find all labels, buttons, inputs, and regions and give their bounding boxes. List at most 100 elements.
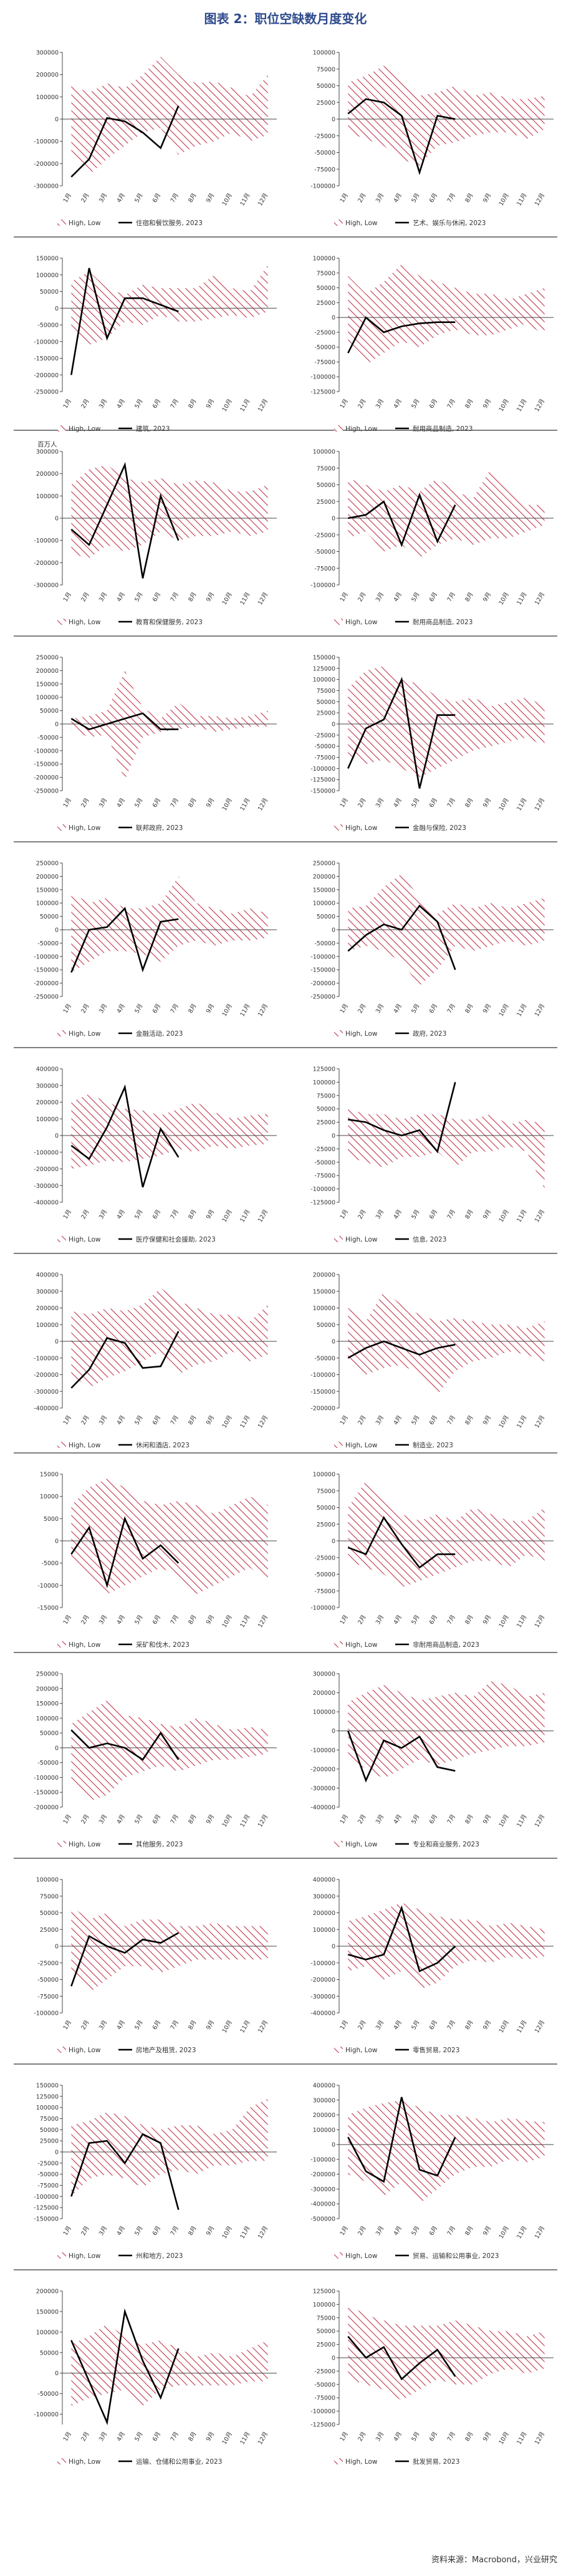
- x-tick-label: 8月: [464, 1614, 474, 1626]
- y-tick-label: -300000: [34, 1389, 59, 1396]
- y-tick-label: -500000: [310, 2216, 335, 2223]
- legend-band-swatch: [57, 2458, 66, 2464]
- x-tick-label: 11月: [516, 591, 528, 606]
- x-tick-label: 8月: [464, 797, 474, 809]
- high-low-band: [71, 264, 268, 345]
- series-line: [70, 105, 180, 178]
- legend-band-swatch: [57, 1030, 66, 1036]
- y-tick-label: -25000: [314, 732, 335, 739]
- x-tick-label: 8月: [187, 2019, 198, 2031]
- high-low-band: [71, 876, 268, 973]
- y-tick-label: 15000: [40, 1472, 59, 1479]
- legend-series-label: 零售贸易, 2023: [413, 2046, 459, 2054]
- x-tick-label: 11月: [239, 2225, 251, 2240]
- x-tick-label: 1月: [339, 1813, 350, 1825]
- x-tick-label: 3月: [98, 1003, 108, 1015]
- x-tick-label: 10月: [221, 1208, 234, 1223]
- y-tick-label: -250000: [310, 994, 335, 1001]
- x-tick-label: 11月: [516, 1614, 528, 1629]
- x-tick-label: 9月: [205, 1414, 216, 1426]
- x-tick-label: 3月: [375, 797, 385, 809]
- series-line: [347, 98, 456, 175]
- y-tick-label: 0: [55, 2370, 59, 2377]
- y-tick-label: 150000: [313, 1288, 335, 1295]
- y-tick-label: -100000: [310, 183, 335, 190]
- y-tick-label: -125000: [310, 777, 335, 784]
- x-tick-label: 9月: [205, 2431, 216, 2443]
- legend-band-label: High, Low: [69, 2047, 101, 2054]
- x-tick-label: 4月: [393, 797, 403, 809]
- y-tick-label: 25000: [40, 1927, 59, 1934]
- x-tick-label: 9月: [482, 1414, 492, 1426]
- legend-band-swatch: [57, 219, 66, 226]
- y-tick-label: 0: [332, 721, 335, 728]
- x-tick-label: 8月: [187, 192, 198, 204]
- legend-band-swatch: [334, 1236, 343, 1242]
- legend-band-swatch: [334, 1442, 343, 1448]
- y-tick-label: 100000: [313, 900, 335, 907]
- series-line: [347, 1340, 456, 1359]
- x-tick-label: 8月: [464, 1208, 474, 1220]
- x-tick-label: 7月: [170, 591, 180, 603]
- x-tick-label: 1月: [339, 2431, 350, 2443]
- x-tick-label: 5月: [133, 1003, 144, 1015]
- x-tick-label: 2月: [80, 1003, 90, 1015]
- high-low-band: [348, 264, 545, 365]
- y-tick-label: -200000: [310, 1766, 335, 1773]
- y-tick-label: -100000: [34, 1355, 59, 1362]
- y-tick-label: 0: [332, 1944, 335, 1951]
- legend-band-label: High, Low: [69, 619, 101, 626]
- x-tick-label: 2月: [357, 591, 367, 603]
- y-tick-label: -50000: [314, 549, 335, 556]
- y-tick-label: -25000: [314, 532, 335, 539]
- x-tick-label: 10月: [221, 1614, 234, 1629]
- x-tick-label: 10月: [498, 2431, 511, 2446]
- y-tick-label: 100000: [36, 94, 59, 101]
- x-tick-label: 6月: [428, 192, 439, 204]
- y-tick-label: -75000: [314, 1173, 335, 1180]
- x-tick-label: 9月: [482, 591, 492, 603]
- high-low-band: [348, 1291, 545, 1395]
- x-tick-label: 7月: [446, 398, 457, 410]
- x-tick-label: 9月: [482, 2431, 492, 2443]
- legend-band-swatch: [57, 1641, 66, 1647]
- chart-panel-11: -400000 -300000 -200000 -100000 0 100000 20000…: [34, 1066, 277, 1243]
- x-tick-label: 8月: [187, 591, 198, 603]
- x-tick-label: 8月: [464, 591, 474, 603]
- x-tick-label: 8月: [464, 2225, 474, 2237]
- y-tick-label: -100000: [34, 538, 59, 544]
- y-tick-label: -100000: [310, 1605, 335, 1612]
- x-tick-label: 2月: [80, 192, 90, 204]
- x-tick-label: 3月: [98, 2431, 108, 2443]
- series-line: [70, 1932, 179, 1987]
- y-tick-label: -75000: [314, 359, 335, 366]
- x-tick-label: 2月: [357, 192, 367, 204]
- y-tick-label: -100000: [34, 2010, 59, 2017]
- y-tick-label: 300000: [36, 1083, 59, 1089]
- x-tick-label: 4月: [116, 797, 127, 809]
- x-tick-label: 6月: [151, 1414, 162, 1426]
- legend-series-label: 医疗保健和社会援助, 2023: [136, 1235, 216, 1243]
- x-tick-label: 6月: [428, 2431, 439, 2443]
- series-line: [348, 492, 456, 548]
- y-tick-label: 150000: [36, 256, 59, 263]
- x-tick-label: 4月: [116, 192, 127, 204]
- x-tick-label: 12月: [257, 2019, 269, 2034]
- x-tick-label: 10月: [498, 1208, 511, 1223]
- x-tick-label: 11月: [516, 2225, 528, 2240]
- x-tick-label: 3月: [98, 2225, 108, 2237]
- y-tick-label: -100000: [310, 1186, 335, 1193]
- y-tick-label: -75000: [314, 566, 335, 572]
- y-tick-label: 100000: [313, 256, 335, 263]
- y-tick-label: 100000: [36, 1322, 59, 1329]
- high-low-band: [71, 670, 268, 780]
- x-tick-label: 12月: [257, 1414, 269, 1429]
- x-tick-label: 9月: [482, 1003, 492, 1015]
- y-tick-label: -100000: [34, 138, 59, 145]
- y-tick-label: -10000: [37, 1583, 59, 1589]
- y-tick-label: -100000: [310, 2408, 335, 2415]
- x-tick-label: 8月: [464, 2019, 474, 2031]
- y-tick-label: 0: [332, 117, 335, 123]
- y-tick-label: 100000: [313, 1709, 335, 1716]
- series-line: [70, 2133, 180, 2211]
